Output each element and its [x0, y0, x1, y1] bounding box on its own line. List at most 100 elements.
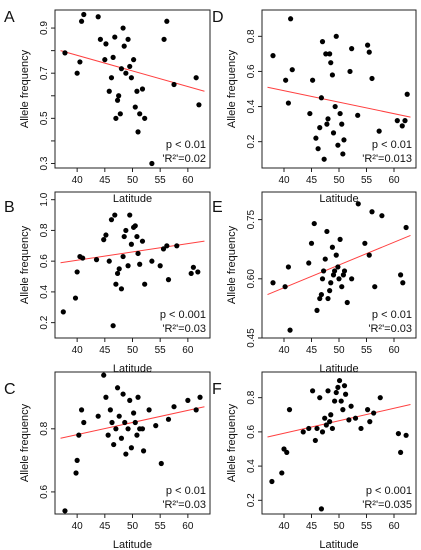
y-tick-label: 0.4 — [246, 459, 257, 473]
data-point — [404, 91, 410, 97]
x-tick-label: 60 — [388, 175, 400, 186]
data-point — [325, 295, 331, 302]
data-point — [329, 425, 335, 432]
data-point — [270, 280, 276, 286]
stat-r-squared: 'R²'=0.03 — [162, 499, 206, 511]
data-point — [114, 270, 121, 277]
y-axis-label: Allele frequency — [19, 403, 31, 482]
data-point — [195, 269, 201, 275]
data-point — [112, 34, 118, 40]
y-tick-label: 0.9 — [39, 21, 50, 35]
x-axis-label: Latitude — [113, 363, 152, 375]
data-point — [116, 93, 122, 99]
data-point — [270, 53, 276, 59]
data-point — [328, 412, 334, 418]
data-point — [400, 280, 406, 286]
data-point — [78, 18, 85, 24]
x-tick-label: 55 — [155, 345, 167, 356]
data-point — [339, 284, 345, 290]
x-tick-label: 50 — [127, 345, 139, 356]
data-point — [137, 111, 143, 117]
data-point — [134, 88, 140, 94]
data-point — [369, 209, 375, 215]
regression-line — [267, 86, 411, 118]
stat-p-value: p < 0.01 — [372, 139, 412, 151]
data-point — [116, 413, 122, 419]
data-point — [113, 115, 119, 121]
data-point — [344, 299, 350, 306]
data-point — [135, 394, 141, 400]
x-tick-label: 60 — [388, 345, 400, 356]
data-point — [142, 281, 148, 287]
stat-r-squared: 'R²'=0.03 — [162, 323, 206, 335]
data-point — [117, 111, 123, 117]
data-point — [327, 288, 333, 294]
data-point — [395, 430, 401, 437]
data-point — [341, 383, 348, 389]
panel-letter-c: C — [4, 381, 16, 398]
data-point — [110, 54, 116, 61]
data-point — [349, 46, 355, 52]
regression-line — [267, 404, 411, 438]
data-point — [325, 388, 331, 394]
regression-line — [60, 406, 205, 439]
data-point — [311, 220, 317, 227]
data-point — [317, 395, 323, 401]
data-point — [95, 14, 101, 20]
data-point — [355, 201, 361, 207]
data-point — [323, 51, 329, 57]
data-point — [165, 277, 172, 283]
data-point — [372, 284, 378, 290]
data-point — [369, 75, 375, 82]
data-point — [158, 460, 164, 467]
stat-r-squared: 'R²'=0.03 — [368, 323, 412, 335]
data-point — [131, 410, 137, 416]
x-tick-label: 50 — [127, 521, 139, 532]
data-point — [347, 68, 353, 75]
y-tick-label: 0.8 — [39, 223, 50, 237]
data-point — [114, 97, 121, 103]
y-axis-label: Allele frequency — [226, 225, 238, 304]
data-point — [149, 160, 155, 167]
y-tick-label: 0.5 — [39, 111, 50, 125]
data-point — [171, 81, 177, 88]
y-tick-label: 0.6 — [39, 254, 50, 268]
data-point — [118, 286, 125, 292]
stat-p-value: p < 0.01 — [166, 485, 206, 497]
data-point — [341, 137, 347, 143]
x-tick-label: 45 — [306, 175, 318, 186]
data-point — [336, 377, 343, 384]
data-point — [113, 426, 119, 432]
y-axis-label: Allele frequency — [226, 49, 238, 128]
x-tick-label: 45 — [99, 345, 111, 356]
data-point — [289, 67, 295, 73]
y-tick-label: 0.3 — [39, 156, 50, 170]
y-tick-label: 0.4 — [39, 285, 50, 299]
data-point — [78, 407, 85, 413]
data-point — [308, 240, 315, 246]
data-point — [101, 372, 107, 378]
x-tick-label: 55 — [155, 175, 167, 186]
data-point — [332, 103, 338, 110]
panel-d: D 40 45 50 55 60 0.2 0.4 0.6 0.8 Latitude Allele fr… — [212, 9, 417, 205]
y-tick-label: 0.4 — [246, 99, 257, 113]
data-point — [137, 261, 143, 267]
data-point — [335, 142, 341, 148]
data-point — [128, 75, 134, 81]
data-point — [322, 415, 328, 421]
y-tick-label: 0.75 — [246, 209, 257, 229]
data-point — [120, 253, 126, 260]
data-point — [146, 407, 152, 413]
stat-p-value: p < 0.001 — [366, 485, 412, 497]
x-tick-label: 50 — [127, 175, 139, 186]
x-tick-label: 40 — [278, 175, 290, 186]
data-point — [153, 423, 159, 429]
data-point — [134, 432, 140, 438]
data-point — [340, 272, 346, 278]
panel-a: A 40 45 50 55 60 0.3 0.5 0.7 0.9 Latitude Allele fr… — [4, 9, 211, 205]
data-point — [403, 224, 409, 231]
data-point — [398, 449, 404, 456]
panel-letter-d: D — [212, 9, 224, 26]
x-axis-label: Latitude — [319, 193, 358, 205]
data-point — [127, 397, 133, 403]
